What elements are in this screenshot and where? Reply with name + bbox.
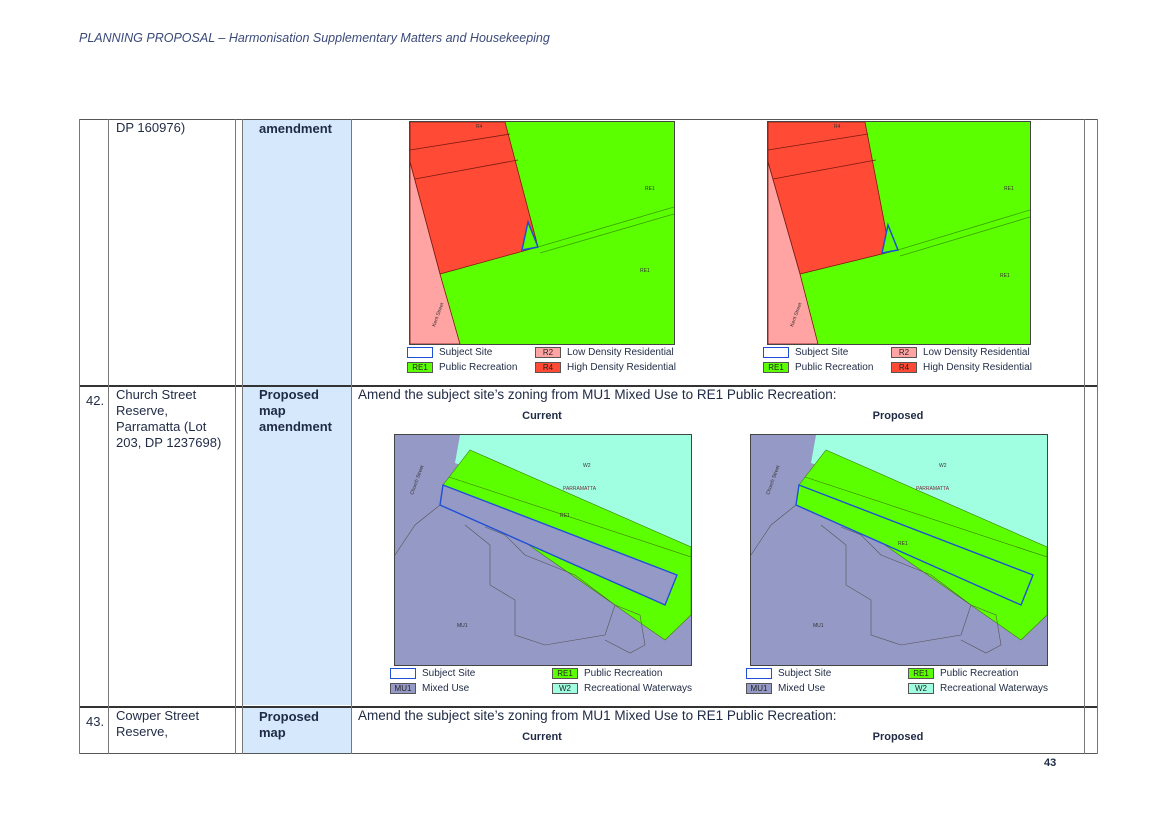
legend-swatch: W2 [908,683,934,694]
table-border [1097,119,1098,754]
map-caption-proposed: Proposed [872,410,924,422]
legend-swatch: RE1 [552,668,578,679]
legend-swatch: MU1 [746,683,772,694]
legend-label: Recreational Waterways [584,683,693,695]
legend-label: High Density Residential [923,362,1032,374]
legend-label: Subject Site [439,347,493,359]
zoning-map-proposed: R4 RE1 RE1 Kent Street [767,121,1031,345]
legend-label: Public Recreation [584,668,663,680]
table-border [79,119,80,754]
column-divider [108,119,109,754]
subject-site-swatch [407,347,433,358]
amendment-type: amendment [259,121,332,136]
zoning-map-current: W2 PARRAMATTA RE1 MU1 Church Street [394,434,692,666]
zoning-table: DP 160976) amendment R4 RE1 RE1 Kent Str… [79,119,1098,754]
zone-label: W2 [583,463,591,469]
legend-swatch: RE1 [407,362,433,373]
zone-label: W2 [939,463,947,469]
row-number: 42. [86,393,105,408]
page-header: PLANNING PROPOSAL – Harmonisation Supple… [79,31,550,45]
legend-swatch: R2 [535,347,561,358]
legend-label: Subject Site [422,668,476,680]
map-legend: Subject Site RE1 Public Recreation R2 Low … [763,347,1043,377]
legend-swatch: W2 [552,683,578,694]
legend-label: High Density Residential [567,362,676,374]
type-column-bg [243,387,351,705]
zone-label: RE1 [1004,186,1014,192]
table-border [79,753,1098,754]
legend-label: Recreational Waterways [940,683,1049,695]
legend-label: Mixed Use [778,683,826,695]
zone-label: RE1 [640,268,650,274]
zone-label: RE1 [898,541,908,547]
legend-label: Subject Site [795,347,849,359]
page-number: 43 [1044,757,1057,769]
column-divider [351,119,352,754]
table-border [79,119,1098,120]
site-name: Cowper Street Reserve, [116,708,200,739]
legend-label: Public Recreation [795,362,874,374]
map-legend: Subject Site MU1 Mixed Use RE1 Public Recr… [390,668,710,698]
row-divider [79,385,1098,387]
legend-label: Low Density Residential [923,347,1030,359]
map-caption-current: Current [522,731,562,743]
column-divider [235,119,236,754]
column-divider [242,119,243,754]
zone-label: MU1 [813,623,824,629]
map-caption-proposed: Proposed [872,731,924,743]
amendment-description: Amend the subject site’s zoning from MU1… [358,387,837,402]
subject-site-swatch [763,347,789,358]
zoning-map-proposed: W2 PARRAMATTA RE1 MU1 Church Street [750,434,1048,666]
zone-label: R4 [834,124,841,130]
row-divider [79,706,1098,708]
legend-swatch: MU1 [390,683,416,694]
subject-site-swatch [746,668,772,679]
zone-label: RE1 [645,186,655,192]
map-legend: Subject Site RE1 Public Recreation R2 Low … [407,347,687,377]
legend-swatch: R4 [535,362,561,373]
site-name: Church Street Reserve, Parramatta (Lot 2… [116,387,222,450]
amendment-type: Proposed map amendment [259,387,332,434]
map-legend: Subject Site MU1 Mixed Use RE1 Public Recr… [746,668,1066,698]
zone-label: RE1 [560,513,570,519]
type-column-bg [243,708,351,754]
legend-label: Subject Site [778,668,832,680]
amendment-type: Proposed map [259,709,319,740]
suburb-label: PARRAMATTA [563,486,597,492]
legend-swatch: RE1 [908,668,934,679]
legend-swatch: R2 [891,347,917,358]
subject-site-swatch [390,668,416,679]
legend-label: Mixed Use [422,683,470,695]
legend-label: Public Recreation [439,362,518,374]
legend-swatch: R4 [891,362,917,373]
zone-label: RE1 [1000,273,1010,279]
column-divider [1084,119,1085,754]
zoning-map-current: R4 RE1 RE1 Kent Street [409,121,675,345]
zone-label: R4 [476,124,483,130]
zone-label: MU1 [457,623,468,629]
type-column-bg [243,119,351,385]
amendment-description: Amend the subject site’s zoning from MU1… [358,708,837,723]
suburb-label: PARRAMATTA [916,486,950,492]
legend-label: Public Recreation [940,668,1019,680]
legend-label: Low Density Residential [567,347,674,359]
legend-swatch: RE1 [763,362,789,373]
site-name: DP 160976) [116,120,186,135]
row-number: 43. [86,714,105,729]
map-caption-current: Current [522,410,562,422]
